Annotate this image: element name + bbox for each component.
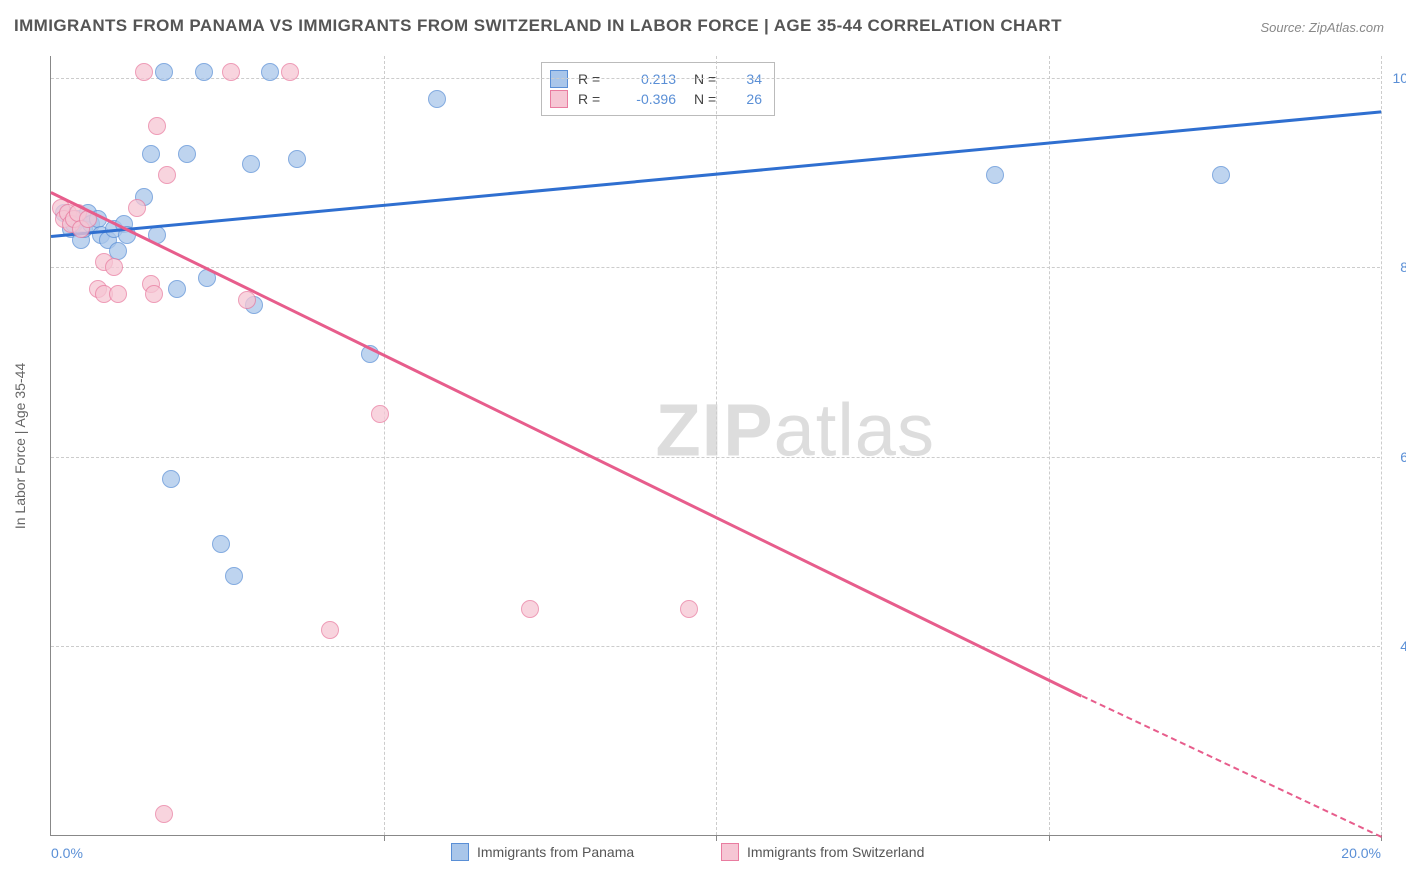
data-point	[680, 600, 698, 618]
chart-container: IMMIGRANTS FROM PANAMA VS IMMIGRANTS FRO…	[0, 0, 1406, 892]
swatch-swiss	[550, 90, 568, 108]
x-tick-mark	[716, 835, 717, 841]
data-point	[155, 63, 173, 81]
source-name: ZipAtlas.com	[1309, 20, 1384, 35]
data-point	[225, 567, 243, 585]
data-point	[158, 166, 176, 184]
series-name-swiss: Immigrants from Switzerland	[747, 844, 924, 860]
correlation-legend: R = 0.213 N = 34 R = -0.396 N = 26	[541, 62, 775, 116]
data-point	[195, 63, 213, 81]
swatch-panama-icon	[451, 843, 469, 861]
data-point	[212, 535, 230, 553]
watermark-bold: ZIP	[656, 388, 774, 471]
data-point	[128, 199, 146, 217]
data-point	[178, 145, 196, 163]
r-value-panama: 0.213	[616, 71, 676, 87]
data-point	[142, 145, 160, 163]
data-point	[521, 600, 539, 618]
data-point	[986, 166, 1004, 184]
y-tick-label: 47.5%	[1385, 638, 1406, 654]
n-label: N =	[694, 71, 722, 87]
legend-row-panama: R = 0.213 N = 34	[550, 69, 762, 89]
data-point	[242, 155, 260, 173]
data-point	[145, 285, 163, 303]
series-name-panama: Immigrants from Panama	[477, 844, 634, 860]
data-point	[321, 621, 339, 639]
data-point	[222, 63, 240, 81]
x-tick-label: 0.0%	[51, 845, 83, 861]
data-point	[371, 405, 389, 423]
gridline-v	[384, 56, 385, 835]
swatch-panama	[550, 70, 568, 88]
x-tick-mark	[384, 835, 385, 841]
x-tick-mark	[1049, 835, 1050, 841]
plot-area: ZIPatlas R = 0.213 N = 34 R = -0.396 N =…	[50, 56, 1380, 836]
trend-line-dashed	[1081, 695, 1381, 838]
gridline-v	[1049, 56, 1050, 835]
data-point	[148, 117, 166, 135]
x-tick-label: 20.0%	[1341, 845, 1381, 861]
r-label: R =	[578, 71, 606, 87]
y-tick-label: 82.5%	[1385, 259, 1406, 275]
y-tick-label: 65.0%	[1385, 449, 1406, 465]
data-point	[238, 291, 256, 309]
data-point	[428, 90, 446, 108]
chart-title: IMMIGRANTS FROM PANAMA VS IMMIGRANTS FRO…	[14, 16, 1062, 36]
y-tick-label: 100.0%	[1385, 70, 1406, 86]
data-point	[105, 258, 123, 276]
data-point	[162, 470, 180, 488]
x-legend-panama: Immigrants from Panama	[451, 843, 634, 861]
source-prefix: Source:	[1260, 20, 1308, 35]
legend-row-swiss: R = -0.396 N = 26	[550, 89, 762, 109]
n-value-swiss: 26	[732, 91, 762, 107]
y-axis-label: In Labor Force | Age 35-44	[12, 363, 28, 529]
n-value-panama: 34	[732, 71, 762, 87]
data-point	[1212, 166, 1230, 184]
data-point	[135, 63, 153, 81]
r-label: R =	[578, 91, 606, 107]
r-value-swiss: -0.396	[616, 91, 676, 107]
data-point	[288, 150, 306, 168]
watermark-rest: atlas	[774, 388, 935, 471]
data-point	[281, 63, 299, 81]
watermark: ZIPatlas	[656, 387, 935, 472]
source-attribution: Source: ZipAtlas.com	[1260, 20, 1384, 35]
n-label: N =	[694, 91, 722, 107]
swatch-swiss-icon	[721, 843, 739, 861]
data-point	[261, 63, 279, 81]
gridline-v	[1381, 56, 1382, 835]
data-point	[109, 285, 127, 303]
x-legend-swiss: Immigrants from Switzerland	[721, 843, 924, 861]
data-point	[155, 805, 173, 823]
data-point	[168, 280, 186, 298]
